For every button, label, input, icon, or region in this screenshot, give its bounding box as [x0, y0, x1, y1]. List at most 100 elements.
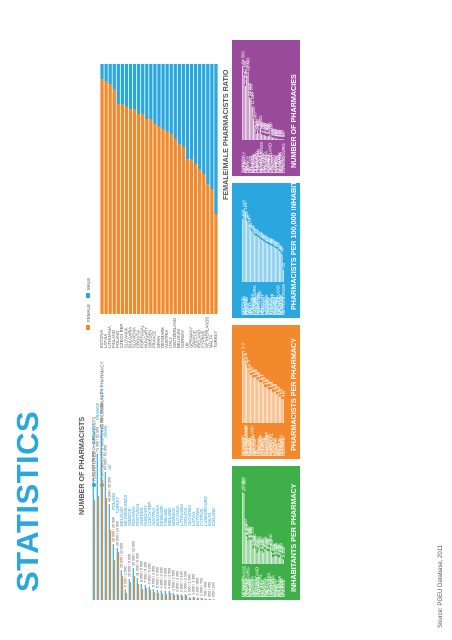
pharmacists-registered-bar [136, 578, 138, 600]
inhabitants-per-pharmacy-value-label: 6 800 [244, 523, 249, 534]
inhabitants-per-pharmacy-bar [272, 557, 274, 564]
inhabitants-per-pharmacy-value-label: 8 000 [243, 518, 248, 529]
inhabitants-per-pharmacy-value-label: 3 200 [259, 538, 264, 549]
ratio-male-bar [120, 64, 125, 104]
legend-swatch-male [86, 293, 90, 298]
pharmacists-per-100000-category-label: CROATIA [277, 296, 282, 315]
inhabitants-per-pharmacy-value-label: 3 200 [265, 538, 270, 549]
number-of-pharmacies-value-label: 11 000 [250, 92, 255, 105]
pharmacists-per-pharmacy-value-label: 2.0 [249, 367, 254, 373]
pharmacists-per-100000-category-label: SLOVAKIA [264, 294, 269, 315]
number-of-pharmacies-bar [249, 97, 250, 140]
pharmacists-category-label: POLAND [111, 493, 116, 510]
inhabitants-per-pharmacy-value-label: 3 200 [260, 538, 265, 549]
pharmacists-value-label: 1 300 / 1 000 [187, 574, 191, 595]
ratio-female-bar [124, 106, 129, 314]
ratio-category-label: CROATIA [135, 329, 140, 348]
pharmacists-per-100000-bar [267, 243, 269, 282]
number-of-pharmacists-chart: NUMBER OF PHARMACISTS REGISTERED PHARMACI… [77, 361, 216, 600]
ratio-male-bar [214, 64, 218, 214]
pharmacists-per-pharmacy-value-label: 1.9 [251, 369, 256, 375]
pharmacists-per-100000-category-label: ITALY [247, 304, 252, 315]
inhabitants-per-pharmacy-category-label: SLOVENIA [249, 576, 254, 597]
number-of-pharmacies-value-label: 2 000 [254, 121, 259, 132]
pharmacists-per-pharmacy-bar [256, 379, 258, 423]
number-of-pharmacies-category-label: ITALY [243, 162, 248, 173]
pharmacists-per-100000-category-label: TURKEY [267, 298, 272, 315]
pharmacists-per-100000-value-label: 114 [243, 202, 248, 209]
pharmacists-per-pharmacy-category-label: FRANCE [252, 439, 257, 456]
pharmacists-registered-bar [196, 597, 198, 600]
pharmacists-per-100000-category-label: ESTONIA [261, 296, 266, 315]
ratio-female-bar [153, 124, 157, 314]
pharmacists-per-100000-bar [252, 232, 254, 282]
ratio-male-bar [141, 64, 145, 114]
number-of-pharmacies-bar [242, 66, 244, 140]
pharmacists-per-pharmacy-category-label: DENMARK [240, 435, 245, 456]
inhabitants-per-pharmacy-category-label: SLOVAKIA [256, 576, 261, 597]
inhabitants-per-pharmacy-bar [250, 539, 251, 564]
pharmacists-per-100000-category-label: POLAND [268, 298, 273, 315]
pharmacists-value-label: 2 900 / 2 300 [183, 571, 187, 592]
pharmacists-per-100000-bar [264, 241, 266, 282]
pharmacists-per-100000-bar [243, 209, 245, 282]
ratio-category-label: PORTUGAL [140, 324, 145, 348]
number-of-pharmacies-value-label: 310 [277, 129, 282, 137]
pharmacists-per-pharmacy-bar [246, 365, 248, 423]
pharmacists-value-label: 6 800 / 5 200 [147, 563, 151, 584]
number-of-pharmacies-value-label: 24 500 [240, 51, 245, 64]
inhabitants-per-pharmacy-bar [273, 556, 275, 564]
legend-male: MALE [86, 278, 91, 290]
ratio-category-label: POLAND [115, 331, 120, 348]
pharmacists-per-100000-bar [248, 224, 250, 282]
inhabitants-per-pharmacy-category-label: GREECE [281, 579, 286, 597]
inhabitants-per-pharmacy-value-label: 6 000 [248, 527, 253, 538]
pharmacists-per-100000-chart: PHARMACISTS PER 100,000 INHABITANTS GREEC… [232, 162, 300, 318]
pharmacists-value-label: 600 / 450 [207, 582, 211, 597]
number-of-pharmacies-bar [254, 124, 256, 140]
pharmacists-per-pharmacy-value-label: 3.0 [240, 343, 245, 349]
pharmacists-per-100000-category-label: FRANCE [243, 298, 248, 315]
number-of-pharmacies-bar [251, 106, 253, 140]
pharmacists-per-100000-bar [255, 235, 257, 282]
ratio-category-label: AUSTRIA [164, 330, 169, 348]
inhabitants-per-pharmacy-value-label: 5 800 [246, 527, 251, 538]
pharmacists-per-pharmacy-bar [269, 389, 271, 423]
pharmacists-per-pharmacy-bar [255, 377, 257, 423]
ratio-male-bar [100, 64, 104, 79]
number-of-pharmacies-bar [281, 139, 283, 140]
pharmacists-per-100000-value-label: 93 [247, 217, 252, 222]
pharmacists-per-100000-bar [272, 246, 274, 282]
pharmacists-per-100000-bar [271, 245, 272, 282]
number-of-pharmacies-category-label: SLOVENIA [278, 152, 283, 173]
pharmacists-category-label: ESTONIA [195, 507, 200, 526]
number-of-pharmacies-category-label: GERMANY [242, 152, 247, 173]
pharmacists-per-pharmacy-category-label: ITALY [255, 445, 260, 456]
pharmacists-per-pharmacy-value-label: 2.3 [246, 359, 251, 365]
number-of-pharmacies-category-label: LITHUANIA [263, 151, 268, 173]
inhabitants-per-pharmacy-value-label: 3 700 [263, 536, 268, 547]
ratio-male-bar [165, 64, 169, 132]
pharmacists-per-100000-value-label: 59 [269, 238, 274, 243]
pharmacists-community-bar [122, 576, 124, 600]
pharmacists-category-label: TURKEY [115, 496, 120, 514]
inhabitants-per-pharmacy-value-label: 1 400 [280, 545, 285, 556]
ratio-category-label: IRELAND [197, 330, 202, 348]
ratio-male-bar [210, 64, 214, 189]
number-of-pharmacies-bar [261, 134, 263, 140]
inhabitants-per-pharmacy-value-label: 2 100 [273, 542, 278, 553]
pharmacists-per-100000-value-label: 48 [278, 245, 283, 250]
number-of-pharmacies-category-label: IRELAND [262, 155, 267, 173]
pharmacists-registered-bar [168, 590, 170, 600]
pharmacists-category-label: BELGIUM [119, 507, 124, 526]
ratio-female-bar [202, 174, 206, 314]
ratio-female-bar [104, 81, 108, 314]
pharmacists-per-pharmacy-value-label: 1.7 [257, 374, 262, 380]
ratio-male-bar [189, 64, 194, 159]
pharmacists-per-100000-category-label: ROMANIA [280, 295, 285, 315]
inhabitants-per-pharmacy-value-label: 3 100 [267, 538, 272, 549]
pharmacists-per-pharmacy-bar [264, 387, 266, 423]
inhabitants-per-pharmacy-value-label: 2 100 [278, 542, 283, 553]
number-of-pharmacies-category-label: CROATIA [269, 154, 274, 173]
pharmacists-per-pharmacy-value-label: 1.7 [259, 374, 264, 380]
